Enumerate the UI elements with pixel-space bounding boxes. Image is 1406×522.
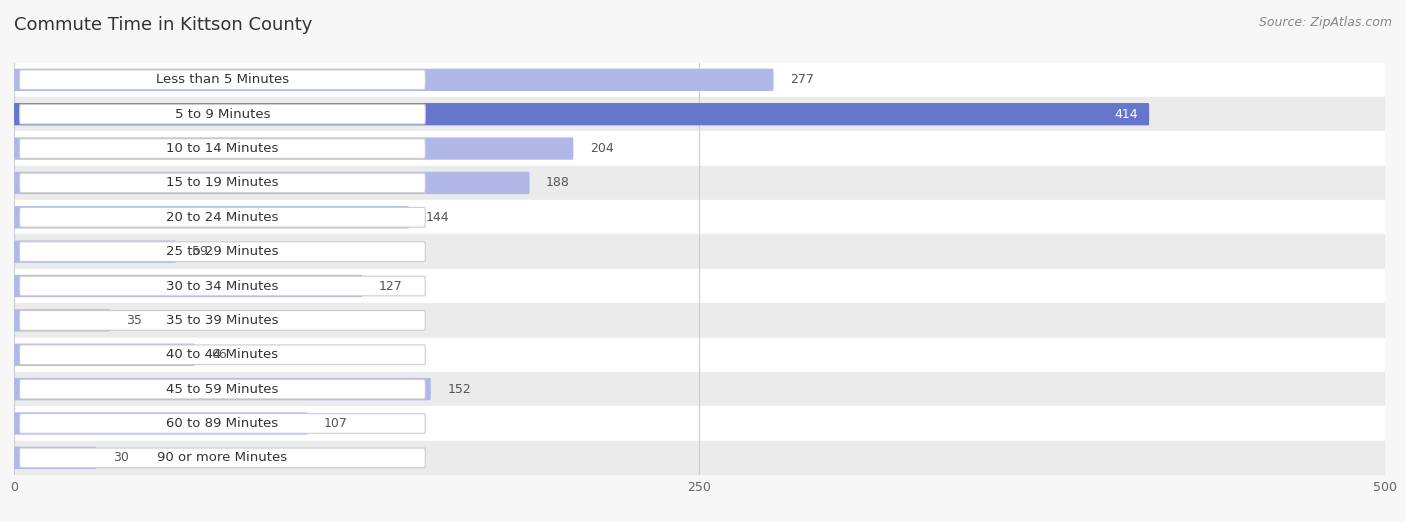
Text: 35: 35 xyxy=(127,314,142,327)
Bar xyxy=(14,406,1385,441)
Bar xyxy=(14,269,1385,303)
FancyBboxPatch shape xyxy=(14,103,1149,125)
FancyBboxPatch shape xyxy=(20,345,426,364)
Bar xyxy=(14,200,1385,234)
Text: 107: 107 xyxy=(323,417,347,430)
Bar xyxy=(14,97,1385,132)
Text: 25 to 29 Minutes: 25 to 29 Minutes xyxy=(166,245,278,258)
FancyBboxPatch shape xyxy=(20,379,426,399)
Text: 5 to 9 Minutes: 5 to 9 Minutes xyxy=(174,108,270,121)
Text: 10 to 14 Minutes: 10 to 14 Minutes xyxy=(166,142,278,155)
Bar xyxy=(14,441,1385,475)
Text: 35 to 39 Minutes: 35 to 39 Minutes xyxy=(166,314,278,327)
FancyBboxPatch shape xyxy=(14,309,110,331)
FancyBboxPatch shape xyxy=(20,311,426,330)
FancyBboxPatch shape xyxy=(14,172,530,194)
Text: 30 to 34 Minutes: 30 to 34 Minutes xyxy=(166,279,278,292)
FancyBboxPatch shape xyxy=(14,412,308,435)
Text: 204: 204 xyxy=(591,142,613,155)
Text: 188: 188 xyxy=(546,176,569,189)
Text: 30: 30 xyxy=(112,452,128,465)
Text: 144: 144 xyxy=(426,211,449,224)
FancyBboxPatch shape xyxy=(14,343,195,366)
Text: 45 to 59 Minutes: 45 to 59 Minutes xyxy=(166,383,278,396)
FancyBboxPatch shape xyxy=(20,448,426,468)
Text: Commute Time in Kittson County: Commute Time in Kittson County xyxy=(14,16,312,33)
Bar xyxy=(14,338,1385,372)
Text: 20 to 24 Minutes: 20 to 24 Minutes xyxy=(166,211,278,224)
Text: Less than 5 Minutes: Less than 5 Minutes xyxy=(156,73,290,86)
Text: 15 to 19 Minutes: 15 to 19 Minutes xyxy=(166,176,278,189)
FancyBboxPatch shape xyxy=(20,139,426,158)
FancyBboxPatch shape xyxy=(20,413,426,433)
FancyBboxPatch shape xyxy=(14,69,773,91)
Text: 90 or more Minutes: 90 or more Minutes xyxy=(157,452,287,465)
FancyBboxPatch shape xyxy=(20,104,426,124)
Bar xyxy=(14,303,1385,338)
Bar xyxy=(14,132,1385,166)
Bar xyxy=(14,234,1385,269)
FancyBboxPatch shape xyxy=(14,378,430,400)
FancyBboxPatch shape xyxy=(20,70,426,90)
Text: 414: 414 xyxy=(1115,108,1139,121)
Text: Source: ZipAtlas.com: Source: ZipAtlas.com xyxy=(1258,16,1392,29)
Text: 66: 66 xyxy=(211,348,228,361)
Text: 59: 59 xyxy=(193,245,208,258)
FancyBboxPatch shape xyxy=(14,275,363,297)
FancyBboxPatch shape xyxy=(20,207,426,227)
FancyBboxPatch shape xyxy=(20,242,426,262)
Text: 40 to 44 Minutes: 40 to 44 Minutes xyxy=(166,348,278,361)
FancyBboxPatch shape xyxy=(20,173,426,193)
Text: 127: 127 xyxy=(378,279,402,292)
Text: 152: 152 xyxy=(447,383,471,396)
FancyBboxPatch shape xyxy=(14,447,96,469)
FancyBboxPatch shape xyxy=(14,206,409,229)
Bar xyxy=(14,63,1385,97)
Bar xyxy=(14,166,1385,200)
Text: 60 to 89 Minutes: 60 to 89 Minutes xyxy=(166,417,278,430)
FancyBboxPatch shape xyxy=(14,137,574,160)
Bar xyxy=(14,372,1385,406)
Text: 277: 277 xyxy=(790,73,814,86)
FancyBboxPatch shape xyxy=(14,241,176,263)
FancyBboxPatch shape xyxy=(20,276,426,296)
